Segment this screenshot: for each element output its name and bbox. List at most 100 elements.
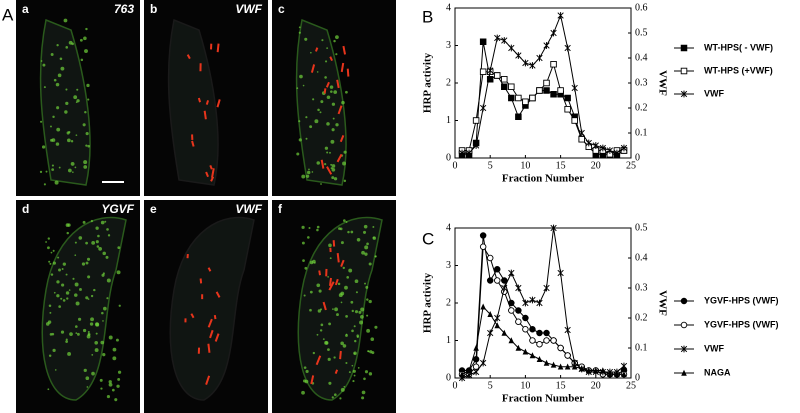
green-signal xyxy=(317,108,320,112)
green-signal xyxy=(333,393,337,397)
red-signal xyxy=(186,253,189,259)
green-signal xyxy=(106,395,111,399)
green-signal xyxy=(90,294,94,298)
marker xyxy=(550,61,557,68)
green-signal xyxy=(103,306,107,311)
green-signal xyxy=(58,305,62,308)
red-signal xyxy=(336,252,340,263)
green-signal xyxy=(74,293,78,297)
green-signal xyxy=(104,220,107,223)
red-signal xyxy=(322,301,327,311)
green-signal xyxy=(304,266,308,270)
legend-label: YGVF-HPS (VWF) xyxy=(704,319,779,329)
green-signal xyxy=(352,369,356,373)
green-signal xyxy=(100,340,105,345)
green-signal xyxy=(43,183,46,186)
x-tick-label: 0 xyxy=(453,380,458,391)
green-signal xyxy=(329,257,332,260)
green-signal xyxy=(343,385,346,388)
red-signal xyxy=(191,140,195,147)
green-signal xyxy=(65,88,68,91)
panel-label: A xyxy=(2,5,14,24)
green-signal xyxy=(85,27,88,31)
tile-letter: f xyxy=(278,202,283,216)
green-signal xyxy=(101,273,105,277)
green-signal xyxy=(43,86,46,89)
green-signal xyxy=(66,231,69,235)
green-signal xyxy=(68,40,73,45)
green-signal xyxy=(87,333,90,336)
red-signal xyxy=(190,313,195,319)
green-signal xyxy=(60,330,65,334)
marker xyxy=(472,142,480,149)
series-line xyxy=(461,305,624,375)
marker xyxy=(529,296,536,304)
green-signal xyxy=(39,170,43,174)
marker xyxy=(515,284,522,292)
green-signal xyxy=(51,164,54,167)
red-signal xyxy=(318,270,322,276)
marker xyxy=(501,277,508,284)
marker xyxy=(614,370,620,378)
green-signal xyxy=(68,130,71,134)
marker xyxy=(466,367,472,374)
marker xyxy=(529,62,536,69)
green-signal xyxy=(74,166,77,169)
green-signal xyxy=(94,340,99,345)
marker xyxy=(593,367,599,374)
green-signal xyxy=(74,282,79,287)
green-signal xyxy=(111,388,115,392)
green-signal xyxy=(302,84,305,87)
green-signal xyxy=(322,338,325,341)
x-tick-label: 20 xyxy=(591,380,601,391)
cell-outline xyxy=(39,18,91,186)
green-signal xyxy=(86,257,91,261)
marker xyxy=(543,42,550,49)
marker xyxy=(493,266,501,273)
green-signal xyxy=(343,150,347,154)
marker xyxy=(578,135,585,143)
green-signal xyxy=(348,268,353,273)
green-signal xyxy=(112,347,117,352)
y-axis-label: HRP activity xyxy=(422,52,434,113)
marker xyxy=(522,348,529,355)
marker xyxy=(550,29,557,37)
red-signal xyxy=(214,333,220,342)
green-signal xyxy=(331,102,336,106)
green-signal xyxy=(62,262,66,266)
green-signal xyxy=(358,310,362,314)
red-signal xyxy=(205,100,210,105)
green-signal xyxy=(56,294,60,298)
green-signal xyxy=(50,52,54,56)
green-signal xyxy=(332,308,334,310)
green-signal xyxy=(314,119,319,124)
red-signal xyxy=(207,343,211,353)
green-signal xyxy=(50,125,52,128)
x-tick-label: 5 xyxy=(488,160,493,171)
green-signal xyxy=(336,313,339,317)
marker xyxy=(564,352,571,359)
y2-tick-label: 0.5 xyxy=(635,27,648,38)
green-signal xyxy=(368,262,372,266)
green-signal xyxy=(345,90,348,94)
red-signal xyxy=(209,329,214,339)
green-signal xyxy=(90,219,94,223)
green-signal xyxy=(361,250,365,255)
y-axis-label: HRP activity xyxy=(422,272,434,333)
green-signal xyxy=(56,44,59,47)
y-tick-label: 2 xyxy=(446,297,451,308)
green-signal xyxy=(56,127,61,132)
y2-tick-label: 0.4 xyxy=(635,52,648,63)
green-signal xyxy=(330,139,335,144)
green-signal xyxy=(54,369,57,371)
series-line xyxy=(461,227,625,379)
green-signal xyxy=(328,243,332,248)
marker xyxy=(515,307,522,314)
green-signal xyxy=(102,353,106,357)
red-signal xyxy=(216,99,221,108)
marker xyxy=(473,344,479,351)
y2-axis-label: VWF xyxy=(656,290,668,316)
red-signal xyxy=(216,43,220,53)
x-tick-label: 5 xyxy=(488,380,493,391)
green-signal xyxy=(343,219,346,222)
